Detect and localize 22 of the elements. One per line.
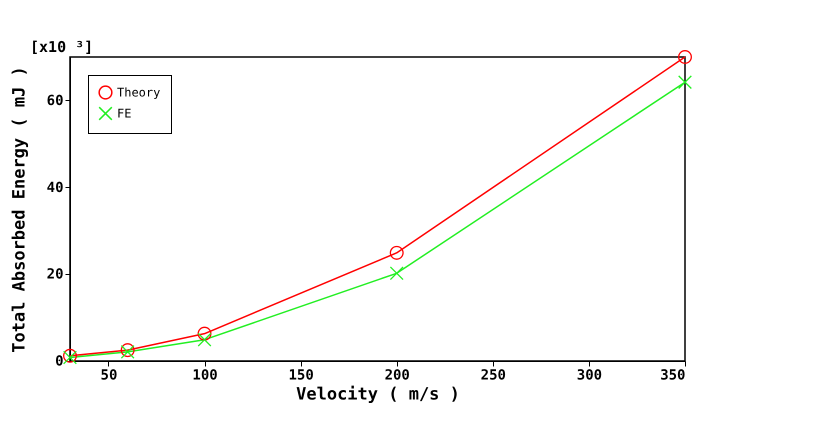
point (198, 332, 212, 347)
point (390, 266, 404, 280)
y-tick-label: 20 (46, 266, 64, 283)
y-tick-label: 60 (46, 92, 64, 109)
x-tick-label: 150 (288, 368, 314, 384)
x-tick-label: 50 (100, 368, 118, 384)
point (678, 50, 692, 64)
point (198, 326, 212, 341)
x-tick-label: 350 (660, 368, 686, 384)
y-tick-label: 40 (46, 180, 64, 196)
legend-label: FE (117, 106, 132, 120)
text: [x10 ³] (30, 38, 94, 56)
point (678, 75, 692, 90)
y-tick-label: 0 (55, 354, 64, 370)
x-tick-label: 300 (576, 368, 602, 384)
x-tick-label: 200 (384, 368, 410, 384)
point (390, 246, 404, 260)
x-tick-label: 250 (480, 368, 506, 384)
x-tick-label: 100 (192, 368, 218, 384)
y-axis-title: Total Absorbed Energy ( mJ ) (10, 66, 30, 353)
x-axis-title: Velocity ( m/s ) (296, 384, 460, 404)
legend-label: Theory (117, 86, 160, 100)
